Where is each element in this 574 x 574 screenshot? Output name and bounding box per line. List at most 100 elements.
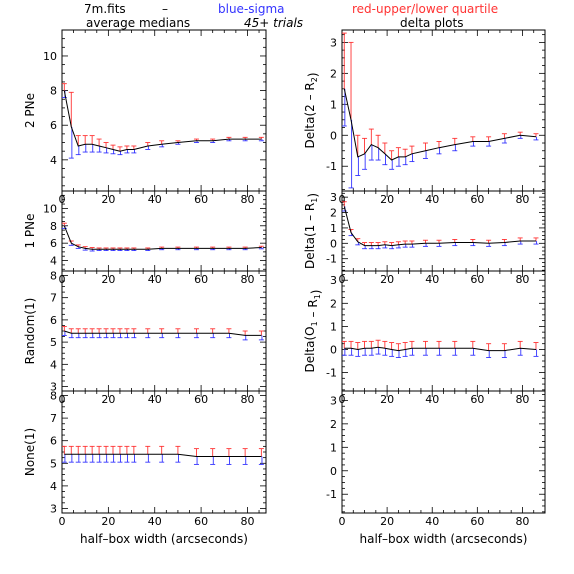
y-tick-label: 0 xyxy=(330,465,337,478)
y-axis-label: 2 PNe xyxy=(23,93,37,128)
data-group xyxy=(342,201,539,250)
x-tick-label: 80 xyxy=(240,193,254,206)
x-tick-label: 60 xyxy=(470,193,484,206)
y-tick-label: 2 xyxy=(330,207,337,220)
header-right-title: delta plots xyxy=(400,16,464,30)
median-line xyxy=(64,453,262,457)
x-tick-label: 0 xyxy=(339,515,346,528)
plot-frame xyxy=(61,190,267,272)
y-axis-label: 1 PNe xyxy=(23,213,37,248)
x-tick-label: 20 xyxy=(101,193,115,206)
data-group xyxy=(62,445,264,465)
y-axis-label: Random(1) xyxy=(23,298,37,365)
data-group xyxy=(342,32,539,189)
x-tick-label: 80 xyxy=(515,273,529,286)
plot-frame xyxy=(61,29,267,192)
y-axis-label: Delta(1 – R1) xyxy=(303,193,320,269)
x-tick-label: 40 xyxy=(148,273,162,286)
plot-frame xyxy=(61,270,267,392)
x-tick-label: 60 xyxy=(470,393,484,406)
header-dash: – xyxy=(162,2,168,16)
y-tick-label: 7 xyxy=(50,292,57,305)
y-tick-label: -1 xyxy=(326,253,337,266)
y-tick-label: 10 xyxy=(43,202,57,215)
y-tick-label: -1 xyxy=(326,160,337,173)
y-tick-label: 0 xyxy=(330,129,337,142)
y-tick-label: -1 xyxy=(326,488,337,501)
x-tick-label: 0 xyxy=(59,515,66,528)
x-tick-label: 80 xyxy=(515,393,529,406)
header-blue-sigma-label: blue-sigma xyxy=(218,2,285,16)
x-tick-label: 20 xyxy=(101,273,115,286)
y-tick-label: 2 xyxy=(330,297,337,310)
x-tick-label: 40 xyxy=(425,193,439,206)
y-tick-label: 10 xyxy=(43,50,57,63)
header-file-label: 7m.fits xyxy=(84,2,126,16)
y-tick-label: 1 xyxy=(330,441,337,454)
x-tick-label: 60 xyxy=(470,515,484,528)
x-tick-label: 80 xyxy=(515,193,529,206)
header-red-quartile-label: red-upper/lower quartile xyxy=(352,2,499,16)
y-tick-label: 1 xyxy=(330,222,337,235)
data-group xyxy=(342,339,539,358)
data-group xyxy=(62,83,264,159)
plot-frame xyxy=(61,390,267,514)
y-tick-label: 5 xyxy=(50,336,57,349)
panel-8: 0 20 40 60 80 -1 0 1 2 3 half–box width (arcsecond… xyxy=(326,390,546,546)
median-line xyxy=(343,206,536,247)
x-tick-label: 60 xyxy=(194,273,208,286)
y-axis-label: Delta(2 – R2) xyxy=(303,72,320,148)
x-tick-label: 60 xyxy=(194,515,208,528)
x-axis-label: half–box width (arcseconds) xyxy=(80,532,248,546)
median-line xyxy=(63,90,262,152)
y-tick-label: 8 xyxy=(50,220,57,233)
header-left-title: average medians xyxy=(86,16,191,30)
data-group xyxy=(62,326,264,341)
y-tick-label: 0 xyxy=(330,237,337,250)
x-tick-label: 20 xyxy=(380,273,394,286)
y-tick-label: 8 xyxy=(50,390,57,403)
plot-frame xyxy=(341,270,546,392)
y-tick-label: 7 xyxy=(50,412,57,425)
y-tick-label: 3 xyxy=(330,36,337,49)
x-tick-label: 20 xyxy=(380,393,394,406)
x-tick-label: 60 xyxy=(194,193,208,206)
x-axis-label: half–box width (arcseconds) xyxy=(360,532,528,546)
x-tick-label: 60 xyxy=(470,273,484,286)
x-tick-label: 20 xyxy=(380,515,394,528)
y-tick-label: 0 xyxy=(330,343,337,356)
y-tick-label: 2 xyxy=(330,67,337,80)
x-tick-label: 20 xyxy=(101,515,115,528)
y-tick-label: 6 xyxy=(50,435,57,448)
y-tick-label: 3 xyxy=(330,394,337,407)
x-tick-label: 40 xyxy=(148,193,162,206)
y-tick-label: 3 xyxy=(50,502,57,515)
x-tick-label: 40 xyxy=(148,393,162,406)
panel-7: 0 20 40 60 80 3 4 5 6 7 8 None(1) half–box width (ar… xyxy=(23,390,267,546)
y-tick-label: -1 xyxy=(326,367,337,380)
median-line xyxy=(64,330,262,336)
y-tick-label: 6 xyxy=(50,314,57,327)
x-tick-label: 20 xyxy=(101,393,115,406)
y-axis-label: None(1) xyxy=(23,428,37,476)
x-tick-label: 80 xyxy=(240,273,254,286)
y-tick-label: 4 xyxy=(50,358,57,371)
data-group xyxy=(62,222,264,252)
x-tick-label: 80 xyxy=(240,393,254,406)
median-line xyxy=(343,88,537,161)
header-trials-label: 45+ trials xyxy=(244,16,304,30)
x-tick-label: 20 xyxy=(380,193,394,206)
x-tick-label: 80 xyxy=(515,515,529,528)
y-tick-label: 8 xyxy=(50,85,57,98)
x-tick-label: 40 xyxy=(425,273,439,286)
median-line xyxy=(63,225,262,250)
y-tick-label: 3 xyxy=(330,274,337,287)
y-tick-label: 3 xyxy=(330,191,337,204)
median-line xyxy=(344,346,537,352)
